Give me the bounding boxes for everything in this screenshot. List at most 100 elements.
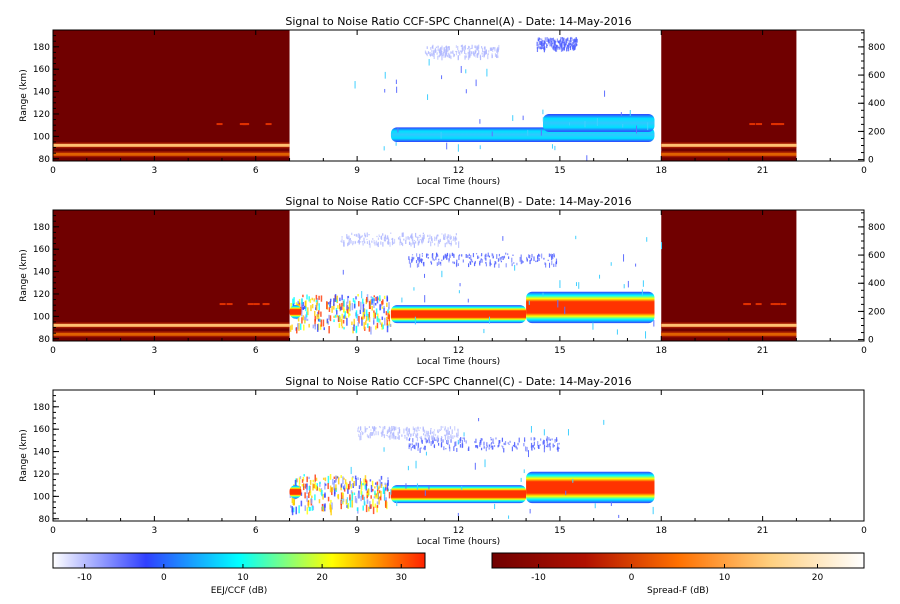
ccf-echo xyxy=(528,254,530,258)
ccf-echo xyxy=(531,253,533,258)
noise-speck xyxy=(373,310,375,314)
ccf-echo xyxy=(531,445,533,448)
x-tick-label: 3 xyxy=(152,166,158,176)
noise-speck xyxy=(301,298,303,305)
ccf-echo xyxy=(358,430,360,433)
ccf-echo xyxy=(494,260,496,263)
ccf-echo xyxy=(478,256,480,259)
ccf-echo xyxy=(479,439,482,443)
noise-speck xyxy=(316,486,318,491)
noise-speck xyxy=(329,504,332,511)
noise-speck xyxy=(371,298,373,305)
noise-speck xyxy=(374,302,377,306)
ccf-echo xyxy=(451,429,453,435)
ccf-echo xyxy=(454,426,456,431)
ccf-echo xyxy=(457,45,459,51)
noise-speck xyxy=(345,499,348,505)
noise-speck xyxy=(368,326,371,332)
ccf-echo xyxy=(554,438,556,442)
echo-speck xyxy=(458,290,460,294)
ccf-echo xyxy=(461,254,463,257)
noise-speck xyxy=(300,303,303,312)
noise-speck xyxy=(299,323,302,330)
noise-speck xyxy=(312,483,314,491)
ccf-echo xyxy=(389,435,391,440)
ccf-echo xyxy=(494,47,496,52)
ccf-echo xyxy=(343,241,345,247)
ccf-echo xyxy=(449,243,451,245)
noise-speck xyxy=(353,303,356,309)
noise-speck xyxy=(326,301,328,310)
ccf-echo xyxy=(386,237,388,240)
ccf-echo xyxy=(386,434,389,437)
ccf-echo xyxy=(409,443,411,446)
colorbar-tick-label: -10 xyxy=(531,573,546,583)
echo-speck xyxy=(376,484,378,490)
ccf-echo xyxy=(375,240,377,246)
noise-speck xyxy=(306,476,308,483)
ccf-echo xyxy=(445,433,447,436)
ccf-echo xyxy=(428,436,430,441)
ccf-echo xyxy=(497,55,499,59)
noise-speck xyxy=(375,308,378,315)
noise-speck xyxy=(306,294,308,300)
ccf-echo xyxy=(484,46,486,50)
noise-speck xyxy=(383,307,385,314)
plot-area xyxy=(53,390,864,521)
ccf-echo xyxy=(496,254,498,259)
ccf-echo xyxy=(358,239,360,245)
noise-speck xyxy=(333,319,335,323)
ccf-echo xyxy=(408,241,411,245)
ccf-echo xyxy=(373,240,375,244)
ccf-echo xyxy=(551,254,554,258)
echo-speck xyxy=(425,451,427,456)
ccf-echo xyxy=(545,438,548,442)
ccf-echo xyxy=(507,442,509,444)
noise-speck xyxy=(379,304,381,311)
ccf-echo xyxy=(512,444,515,447)
noise-speck xyxy=(353,492,356,496)
ccf-echo xyxy=(492,253,494,256)
noise-speck xyxy=(356,507,359,512)
ccf-echo xyxy=(456,50,458,53)
noise-speck xyxy=(295,506,297,515)
ccf-echo xyxy=(441,45,443,50)
ccf-echo xyxy=(388,238,390,244)
noise-speck xyxy=(355,296,357,300)
ccf-echo xyxy=(405,240,407,245)
noise-speck xyxy=(357,293,359,297)
noise-speck xyxy=(355,325,358,333)
ccf-echo xyxy=(481,52,483,55)
noise-speck xyxy=(311,304,314,309)
echo-speck xyxy=(465,69,467,74)
noise-speck xyxy=(333,298,335,306)
ccf-echo xyxy=(435,237,437,239)
ccf-echo xyxy=(417,447,419,451)
noise-speck xyxy=(308,486,311,491)
noise-speck xyxy=(308,296,310,302)
noise-speck xyxy=(300,492,303,496)
noise-speck xyxy=(302,294,304,298)
ccf-echo xyxy=(378,234,380,236)
eej-region xyxy=(526,291,655,324)
ccf-echo xyxy=(389,242,391,247)
ccf-echo xyxy=(512,254,514,256)
ccf-echo xyxy=(433,54,435,60)
ccf-echo xyxy=(391,237,394,243)
ccf-echo xyxy=(538,257,540,261)
ccf-echo xyxy=(406,426,408,430)
ccf-echo xyxy=(570,43,573,47)
ccf-echo xyxy=(550,253,552,258)
noise-speck xyxy=(368,311,371,319)
noise-speck xyxy=(343,327,345,330)
noise-speck xyxy=(332,478,334,485)
spread-f-block xyxy=(661,210,797,341)
ccf-echo xyxy=(505,252,507,255)
ccf-echo xyxy=(440,46,442,52)
ccf-echo xyxy=(412,433,414,437)
ccf-echo xyxy=(485,446,487,452)
ccf-echo xyxy=(479,260,481,264)
ccf-echo xyxy=(467,51,469,55)
ccf-echo xyxy=(549,42,551,47)
noise-speck xyxy=(302,315,305,321)
